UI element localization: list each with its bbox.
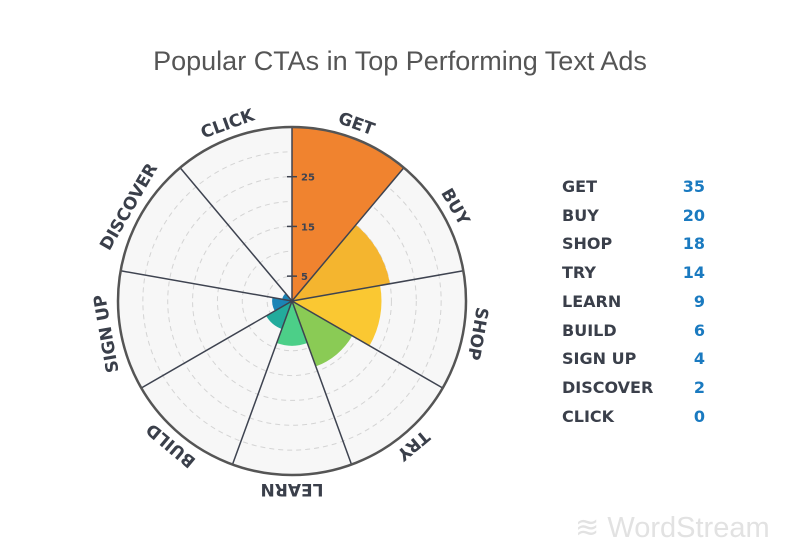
sector-sign-up bbox=[272, 297, 292, 311]
legend-value: 6 bbox=[693, 320, 705, 340]
sector-divider bbox=[231, 300, 293, 465]
legend-label: GET bbox=[562, 177, 597, 196]
sector-get bbox=[292, 127, 404, 301]
radial-tick-label: 15 bbox=[301, 222, 315, 233]
sector-divider bbox=[291, 167, 405, 302]
sector-divider bbox=[291, 300, 353, 465]
legend-value: 2 bbox=[693, 377, 705, 397]
legend-label: BUILD bbox=[562, 320, 617, 340]
brand-name: WordStream bbox=[607, 512, 770, 544]
legend-value: 9 bbox=[693, 291, 705, 311]
legend-label: BUY bbox=[562, 205, 599, 225]
sector-buy bbox=[292, 224, 390, 301]
legend-row: CLICK 0 bbox=[562, 407, 705, 429]
legend-value: 35 bbox=[682, 177, 705, 196]
category-label: LEARN bbox=[261, 479, 324, 499]
legend-row: SIGN UP 4 bbox=[562, 349, 705, 371]
legend-value: 14 bbox=[682, 263, 705, 283]
legend-row: DISCOVER 2 bbox=[562, 378, 705, 400]
legend-label: LEARN bbox=[562, 291, 622, 311]
sector-try bbox=[292, 301, 353, 367]
legend-label: TRY bbox=[562, 263, 596, 283]
legend-label: SIGN UP bbox=[562, 349, 637, 369]
grid-ring bbox=[192, 201, 392, 401]
wordstream-logo: ≋ WordStream bbox=[575, 510, 770, 545]
category-label: SHOP bbox=[463, 306, 492, 362]
legend-value: 18 bbox=[682, 234, 705, 254]
outer-ring bbox=[116, 125, 468, 477]
legend-row: BUY 20 bbox=[562, 206, 705, 228]
sector-divider bbox=[140, 300, 293, 389]
legend-label: DISCOVER bbox=[562, 377, 654, 397]
chart-title: Popular CTAs in Top Performing Text Ads bbox=[153, 46, 647, 76]
legend-row: BUILD 6 bbox=[562, 321, 705, 343]
sector-learn bbox=[276, 301, 308, 346]
sector-divider bbox=[179, 167, 293, 302]
sector-divider bbox=[291, 300, 444, 389]
sector-shop bbox=[292, 285, 382, 346]
legend-label: CLICK bbox=[562, 406, 615, 426]
waves-icon: ≋ bbox=[575, 512, 600, 544]
sector-build bbox=[266, 301, 292, 330]
legend-row: LEARN 9 bbox=[562, 292, 705, 314]
legend-value: 0 bbox=[693, 406, 705, 426]
sector-divider bbox=[120, 270, 293, 302]
legend-row: TRY 14 bbox=[562, 263, 705, 285]
radial-tick-label: 5 bbox=[301, 272, 308, 283]
legend-value: 4 bbox=[693, 349, 705, 369]
legend-row: GET 35 bbox=[562, 177, 705, 199]
legend-value: 20 bbox=[682, 205, 705, 225]
radial-tick-label: 25 bbox=[301, 173, 315, 184]
legend-label: SHOP bbox=[562, 234, 613, 254]
legend-row: SHOP 18 bbox=[562, 234, 705, 256]
sector-divider bbox=[291, 270, 464, 302]
